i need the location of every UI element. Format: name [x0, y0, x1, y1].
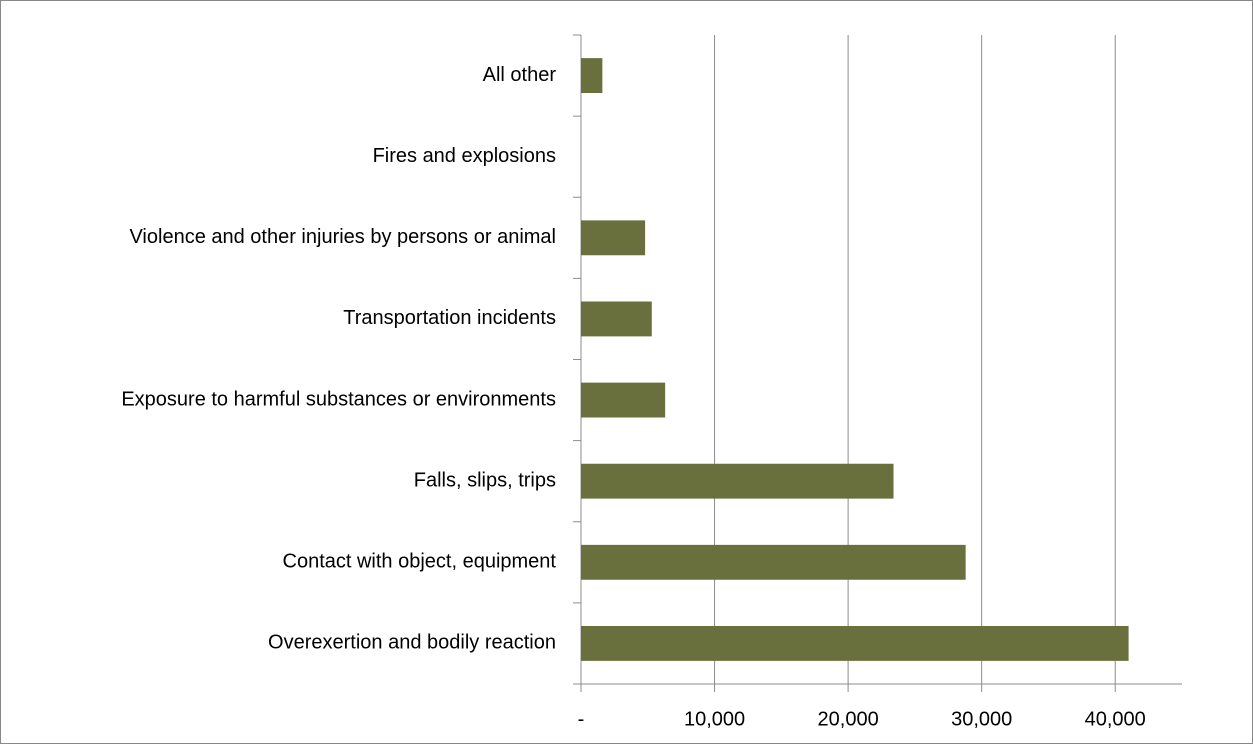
x-tick-label: 20,000 [818, 708, 879, 730]
y-tick-label: Fires and explosions [373, 145, 556, 167]
y-tick-label: All other [483, 64, 557, 86]
x-tick-label: 10,000 [684, 708, 745, 730]
bar [581, 301, 652, 337]
bar [581, 625, 1129, 661]
x-tick-label: - [578, 708, 585, 730]
bar [581, 463, 894, 499]
y-tick-label: Transportation incidents [343, 307, 556, 329]
y-tick-label: Contact with object, equipment [283, 551, 557, 573]
y-tick-label: Falls, slips, trips [414, 469, 556, 491]
bar [581, 58, 603, 94]
bar [581, 220, 646, 256]
y-tick-label: Overexertion and bodily reaction [268, 632, 556, 654]
x-tick-label: 40,000 [1085, 708, 1146, 730]
y-tick-label: Exposure to harmful substances or enviro… [121, 388, 556, 410]
x-tick-label: 30,000 [951, 708, 1012, 730]
bar [581, 544, 966, 580]
bar [581, 382, 666, 418]
y-tick-label: Violence and other injuries by persons o… [129, 226, 556, 248]
